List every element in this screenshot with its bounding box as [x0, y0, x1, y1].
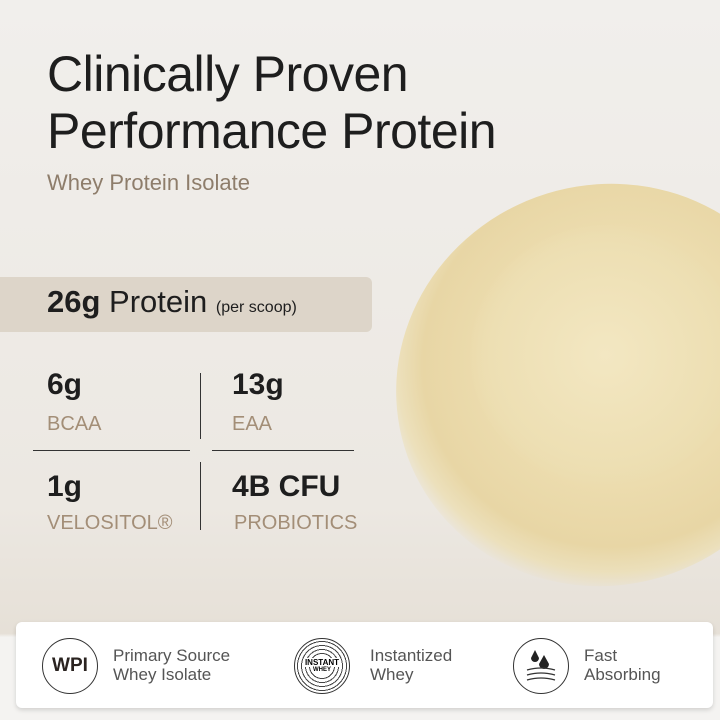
- wpi-icon-text: WPI: [52, 655, 88, 676]
- protein-label: Protein: [109, 284, 208, 319]
- stat-value-eaa: 13g: [232, 368, 284, 401]
- feature-line: Primary Source: [113, 646, 231, 665]
- page-title: Clinically Proven Performance Protein: [47, 46, 497, 160]
- features-card: WPI Primary Source Whey Isolate INSTANT W…: [16, 622, 713, 708]
- feature-line: Fast: [584, 646, 618, 665]
- divider: [200, 462, 201, 530]
- stat-value-velositol: 1g: [47, 470, 83, 503]
- stat-label-eaa: EAA: [232, 413, 273, 435]
- stat-label-velositol: VELOSITOL®: [47, 512, 173, 534]
- protein-amount: 26g: [47, 284, 101, 319]
- feature-line: Instantized: [370, 646, 453, 665]
- title-line-1: Clinically Proven: [47, 46, 409, 102]
- stat-value-probiotics: 4B CFU: [232, 470, 341, 503]
- whey-icon-text: WHEY: [313, 667, 331, 674]
- title-line-2: Performance Protein: [47, 103, 497, 159]
- droplets-layers-icon: [513, 638, 569, 694]
- instant-icon-text: INSTANT: [304, 658, 340, 667]
- feature-line: Whey: [370, 665, 414, 684]
- stat-label-bcaa: BCAA: [47, 413, 102, 435]
- stat-value-bcaa: 6g: [47, 368, 83, 401]
- divider: [33, 450, 190, 451]
- subtitle: Whey Protein Isolate: [47, 170, 250, 195]
- protein-note: (per scoop): [215, 299, 297, 316]
- feature-line: Whey Isolate: [113, 665, 212, 684]
- feature-line: Absorbing: [584, 665, 661, 684]
- divider: [200, 373, 201, 439]
- stat-label-probiotics: PROBIOTICS: [234, 512, 358, 534]
- feature-fast-absorbing: Fast Absorbing: [584, 646, 661, 684]
- divider: [212, 450, 354, 451]
- wpi-badge-icon: WPI: [42, 638, 98, 694]
- feature-instantized: Instantized Whey: [370, 646, 452, 684]
- protein-band: [0, 277, 372, 332]
- powder-image-highlight: [470, 225, 720, 485]
- instant-whey-icon: INSTANT WHEY: [294, 638, 350, 694]
- protein-stat: 26g Protein (per scoop): [47, 284, 297, 320]
- feature-primary-source: Primary Source Whey Isolate: [113, 646, 230, 684]
